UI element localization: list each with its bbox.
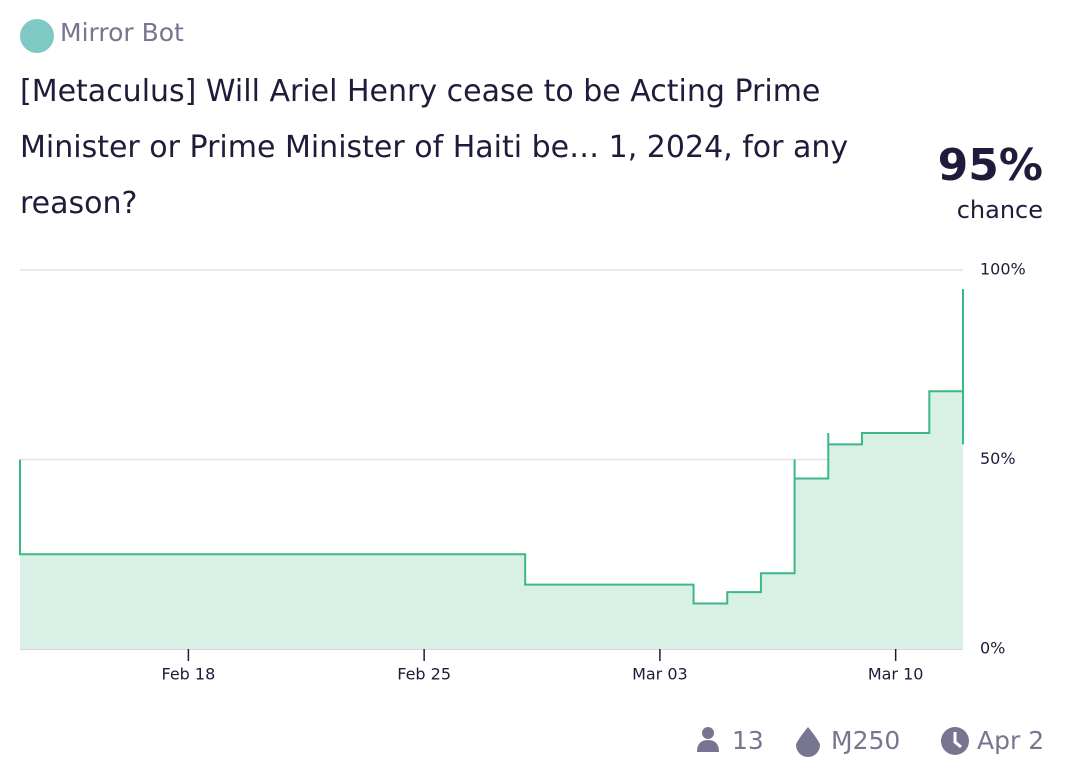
close-icon <box>953 732 962 749</box>
x-tick-label: Feb 18 <box>162 665 216 684</box>
market-title[interactable]: [Metaculus] Will Ariel Henry cease to be… <box>20 74 849 221</box>
avatar[interactable] <box>20 19 54 53</box>
probability: 95% <box>937 140 1043 191</box>
author[interactable]: Mirror Bot <box>60 18 184 47</box>
x-tick-label: Feb 25 <box>397 665 451 684</box>
y-tick-label: 50% <box>980 449 1016 468</box>
volume: Ɱ250 <box>831 726 900 755</box>
y-tick-label: 100% <box>980 260 1026 279</box>
line <box>19 288 964 605</box>
close-date: Apr 2 <box>977 726 1044 755</box>
traders-icon <box>697 740 719 752</box>
traders: 13 <box>732 726 764 755</box>
traders-icon <box>702 727 714 739</box>
footer-icons <box>697 727 969 757</box>
area <box>20 288 963 649</box>
x-tick-label: Mar 03 <box>632 665 688 684</box>
probability-label: chance <box>956 196 1043 224</box>
x-tick-label: Mar 10 <box>868 665 924 684</box>
volume-icon <box>796 727 820 757</box>
y-tick-label: 0% <box>980 639 1005 658</box>
